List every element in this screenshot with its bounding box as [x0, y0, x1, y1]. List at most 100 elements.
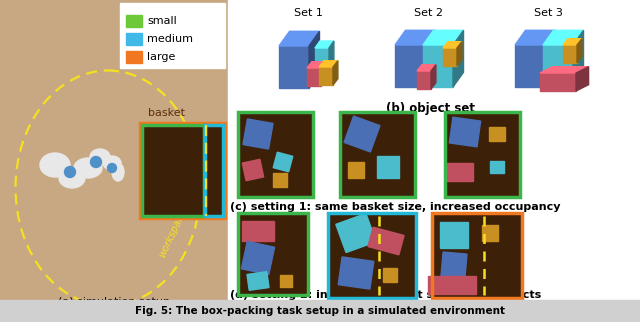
Bar: [515, 45, 545, 87]
Bar: [449, 117, 481, 147]
Bar: [273, 173, 287, 187]
Bar: [368, 227, 404, 255]
Polygon shape: [309, 31, 319, 88]
Text: large: large: [147, 52, 175, 62]
Ellipse shape: [65, 166, 76, 177]
Polygon shape: [540, 67, 589, 73]
Bar: [238, 112, 313, 197]
Polygon shape: [333, 61, 338, 85]
Bar: [207, 127, 221, 214]
Polygon shape: [543, 30, 584, 45]
Bar: [440, 222, 468, 248]
Bar: [443, 48, 457, 66]
Bar: [447, 163, 473, 181]
Bar: [336, 213, 376, 252]
Polygon shape: [315, 41, 334, 48]
Bar: [423, 45, 453, 87]
Polygon shape: [545, 30, 556, 87]
Bar: [243, 159, 264, 181]
Bar: [328, 213, 416, 298]
Bar: [432, 213, 522, 298]
Text: Set 3: Set 3: [534, 8, 563, 18]
Bar: [273, 152, 292, 172]
Bar: [340, 112, 415, 197]
Text: Set 2: Set 2: [413, 8, 442, 18]
Bar: [243, 119, 273, 149]
Bar: [279, 46, 309, 88]
Ellipse shape: [40, 153, 70, 177]
Bar: [328, 213, 416, 298]
Bar: [344, 116, 380, 152]
Bar: [432, 213, 522, 298]
Bar: [482, 225, 498, 241]
Bar: [242, 221, 274, 241]
Text: workspace: workspace: [157, 207, 189, 259]
Polygon shape: [417, 65, 436, 71]
Bar: [228, 0, 640, 300]
Bar: [0, 300, 640, 322]
Text: (a) simulation setup: (a) simulation setup: [58, 297, 170, 307]
Bar: [307, 68, 321, 86]
Polygon shape: [319, 61, 338, 67]
Polygon shape: [425, 30, 435, 87]
Text: (d) setting 2: increased basket size, same objects: (d) setting 2: increased basket size, sa…: [230, 290, 541, 300]
Bar: [241, 242, 275, 275]
Bar: [280, 275, 292, 287]
Bar: [338, 257, 374, 289]
Polygon shape: [443, 42, 462, 48]
Bar: [395, 45, 425, 87]
Bar: [490, 161, 504, 173]
Bar: [543, 45, 573, 87]
Bar: [348, 162, 364, 178]
Polygon shape: [577, 39, 582, 63]
Bar: [247, 272, 269, 290]
Bar: [238, 213, 308, 295]
Text: Set 1: Set 1: [294, 8, 323, 18]
Bar: [126, 33, 142, 45]
Polygon shape: [573, 30, 584, 87]
Polygon shape: [431, 65, 436, 89]
Text: Fig. 5: The box-packing task setup in a simulated environment: Fig. 5: The box-packing task setup in a …: [135, 306, 505, 316]
Polygon shape: [563, 39, 582, 45]
Ellipse shape: [74, 158, 102, 178]
Polygon shape: [329, 41, 334, 68]
Polygon shape: [321, 62, 326, 86]
Polygon shape: [423, 30, 463, 45]
Bar: [143, 127, 202, 214]
Bar: [489, 127, 505, 141]
Polygon shape: [515, 30, 556, 45]
Polygon shape: [576, 67, 589, 91]
Bar: [319, 67, 333, 85]
Bar: [238, 112, 313, 197]
Bar: [340, 112, 415, 197]
Bar: [540, 73, 576, 91]
Bar: [126, 15, 142, 27]
Bar: [315, 48, 329, 68]
Bar: [383, 268, 397, 282]
Polygon shape: [395, 30, 435, 45]
Ellipse shape: [59, 168, 85, 188]
Bar: [126, 51, 142, 63]
Bar: [238, 213, 308, 295]
Polygon shape: [279, 31, 319, 46]
Polygon shape: [457, 42, 462, 66]
Bar: [445, 112, 520, 197]
Bar: [140, 123, 225, 218]
Text: small: small: [147, 16, 177, 26]
Ellipse shape: [108, 164, 116, 173]
Bar: [0, 0, 228, 300]
Text: basket: basket: [148, 108, 185, 118]
Text: medium: medium: [147, 34, 193, 44]
Bar: [417, 71, 431, 89]
Text: (b) object set: (b) object set: [385, 102, 474, 115]
Bar: [120, 3, 225, 68]
Polygon shape: [307, 62, 326, 68]
Bar: [428, 276, 476, 294]
Bar: [441, 252, 467, 278]
Bar: [563, 45, 577, 63]
Polygon shape: [453, 30, 463, 87]
Bar: [377, 156, 399, 178]
Text: (c) setting 1: same basket size, increased occupancy: (c) setting 1: same basket size, increas…: [230, 202, 561, 212]
Ellipse shape: [103, 156, 121, 170]
Ellipse shape: [90, 156, 102, 167]
